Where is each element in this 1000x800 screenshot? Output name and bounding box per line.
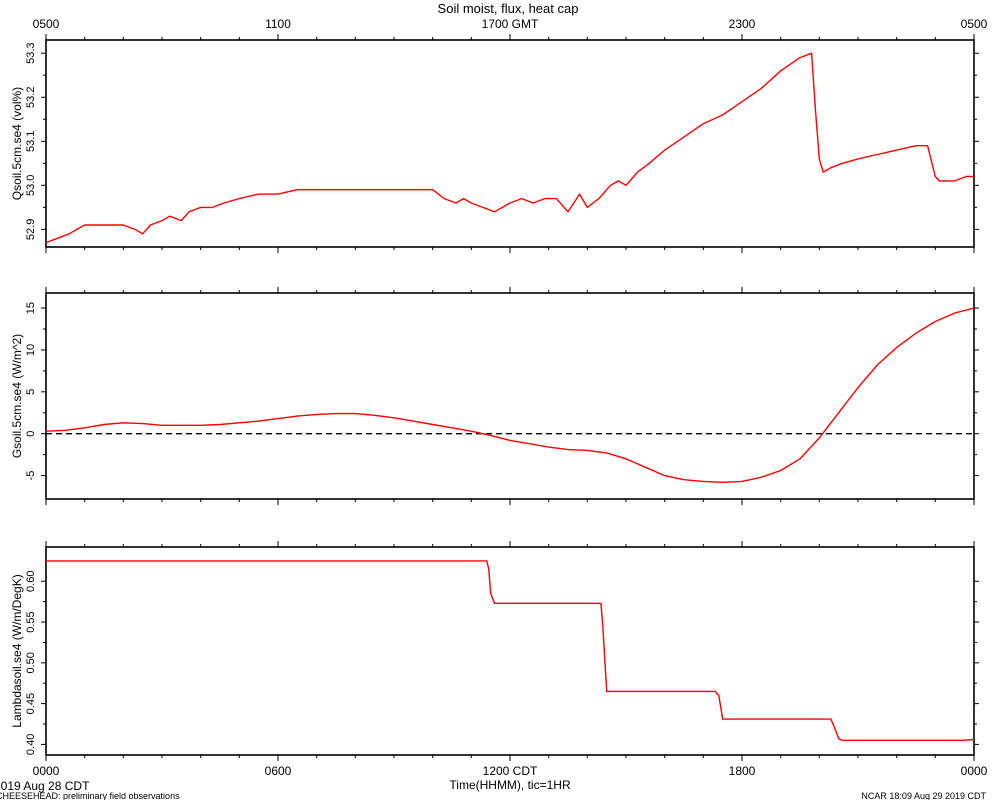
- y-tick-label: 0.50: [25, 652, 37, 673]
- y-tick-label: 0.55: [25, 611, 37, 632]
- y-tick-label: -5: [25, 471, 37, 481]
- y-tick-label: 52.9: [25, 219, 37, 240]
- y-axis-label: Qsoil.5cm.se4 (vol%): [10, 87, 24, 200]
- y-tick-label: 0.45: [25, 693, 37, 714]
- y-axis-label: Gsoil.5cm.se4 (W/m^2): [10, 334, 24, 458]
- y-axis-label: Lambdasoil.se4 (W/m/DegK): [10, 574, 24, 727]
- project-label: CHEESEHEAD: preliminary field observatio…: [0, 791, 180, 800]
- chart-title: Soil moist, flux, heat cap: [438, 1, 579, 16]
- date-label: 2019 Aug 28 CDT: [0, 779, 90, 793]
- y-tick-label: 10: [25, 344, 37, 356]
- x-top-tick-label: 1100: [265, 17, 291, 31]
- y-tick-label: 0.60: [25, 571, 37, 592]
- x-bottom-tick-label: 1200 CDT: [483, 764, 538, 778]
- x-axis-label: Time(HHMM), tic=1HR: [449, 778, 571, 792]
- series-line: [45, 307, 975, 483]
- y-tick-label: 5: [25, 389, 37, 395]
- x-bottom-tick-label: 1800: [729, 764, 756, 778]
- y-tick-label: 53.3: [25, 43, 37, 64]
- y-tick-label: 53.0: [25, 175, 37, 196]
- y-tick-label: 53.1: [25, 131, 37, 152]
- y-tick-label: 53.2: [25, 87, 37, 108]
- x-top-tick-label: 0500: [961, 17, 988, 31]
- x-top-tick-label: 1700 GMT: [482, 17, 539, 31]
- plot-frame: [45, 292, 975, 500]
- plot-frame: [45, 546, 975, 756]
- series-line: [45, 52, 974, 244]
- x-bottom-tick-label: 0000: [961, 764, 988, 778]
- y-tick-label: 15: [25, 302, 37, 314]
- x-bottom-tick-label: 0000: [33, 764, 60, 778]
- x-top-tick-label: 0500: [33, 17, 60, 31]
- y-tick-label: 0.40: [25, 734, 37, 755]
- x-top-tick-label: 2300: [729, 17, 756, 31]
- y-tick-label: 0: [25, 431, 37, 437]
- series-line: [46, 560, 975, 741]
- x-bottom-tick-label: 0600: [265, 764, 292, 778]
- credit-label: NCAR 18:09 Aug 29 2019 CDT: [861, 791, 986, 800]
